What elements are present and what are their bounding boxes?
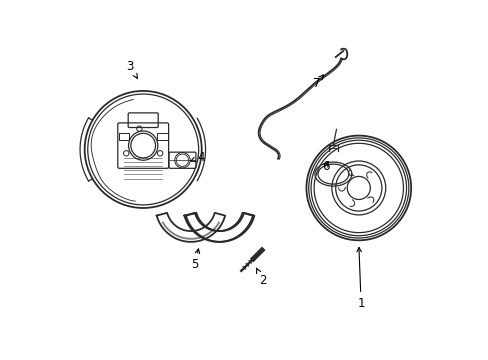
Text: 1: 1 [356, 247, 364, 310]
Text: 3: 3 [126, 60, 137, 78]
Text: 5: 5 [191, 249, 199, 271]
Text: 7: 7 [312, 75, 323, 90]
Text: 2: 2 [256, 268, 266, 287]
Text: 4: 4 [190, 150, 204, 164]
Text: 6: 6 [321, 160, 329, 173]
Bar [157, 132, 167, 140]
Bar [118, 132, 129, 140]
